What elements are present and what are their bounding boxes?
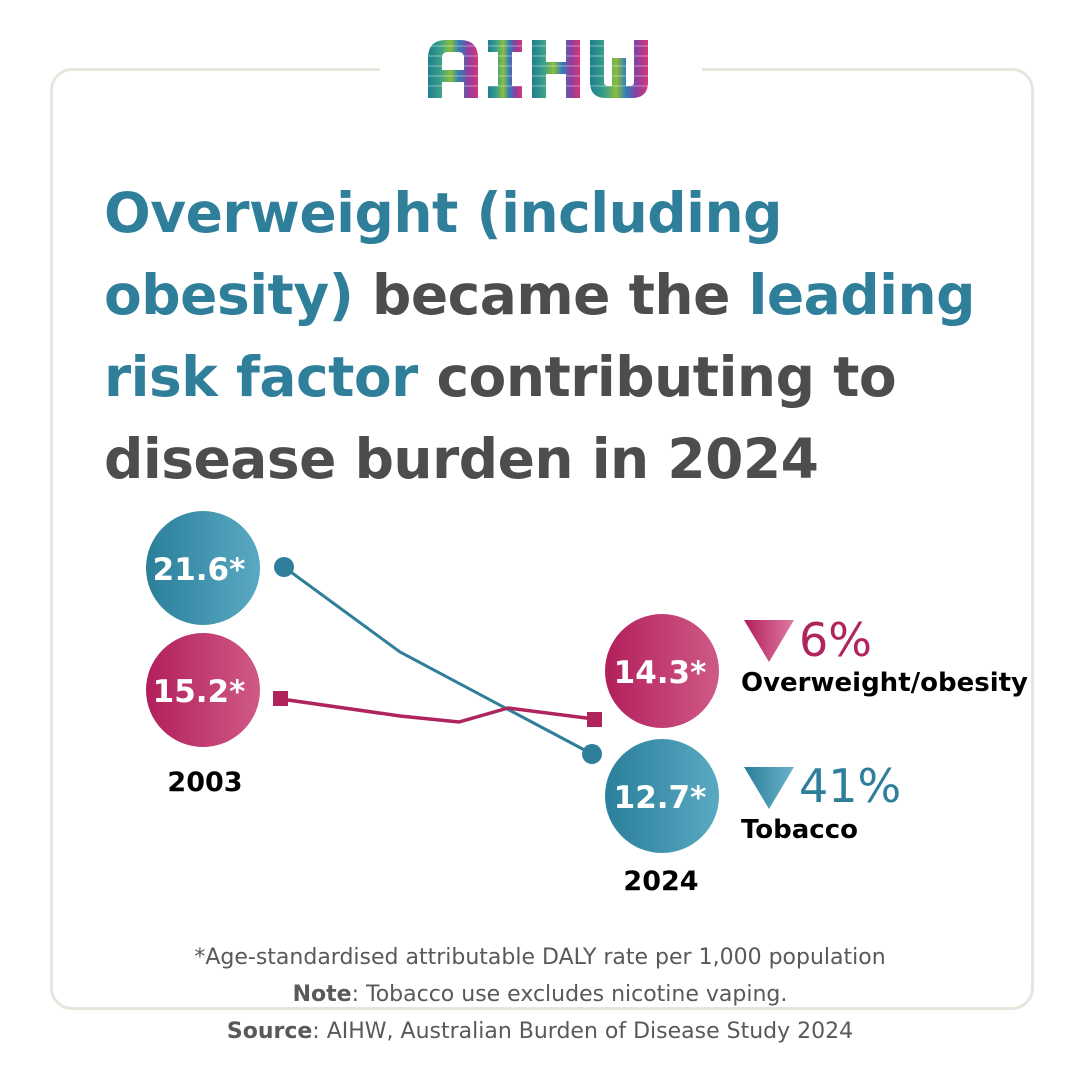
note: Note: Tobacco use excludes nicotine vapi… (0, 977, 1080, 1013)
headline-part: risk factor (104, 345, 437, 409)
footnote-text: *Age-standardised attributable DALY rate… (194, 945, 886, 970)
overweight-2024-bubble (605, 614, 719, 728)
source-label: Source (226, 1019, 313, 1044)
tobacco-2003-bubble (146, 511, 260, 625)
x-label-start: 2003 (167, 767, 242, 798)
overweight-change: 6% (799, 613, 872, 667)
tobacco-2003-value: 21.6* (153, 552, 246, 588)
note-label: Note (292, 982, 352, 1007)
headline-part: contributing to (436, 345, 897, 409)
tobacco-start-marker (274, 557, 294, 577)
overweight-end-marker (587, 712, 602, 727)
tobacco-line (283, 565, 593, 756)
tobacco-2024-bubble (605, 739, 719, 853)
headline-part: obesity) (104, 263, 372, 327)
source: Source: AIHW, Australian Burden of Disea… (0, 1014, 1080, 1050)
note-text: : Tobacco use excludes nicotine vaping. (351, 982, 788, 1007)
tobacco-change: 41% (799, 759, 901, 813)
down-triangle-icon (744, 620, 794, 662)
x-label-end: 2024 (623, 866, 698, 897)
overweight-start-marker (273, 691, 288, 706)
overweight-2024-value: 14.3* (614, 655, 707, 691)
tobacco-2024-value: 12.7* (614, 780, 707, 816)
headline-part: disease burden in 2024 (104, 427, 819, 491)
headline: Overweight (including obesity) became th… (104, 172, 1044, 500)
headline-part: Overweight (including (104, 181, 782, 245)
overweight-line (280, 697, 595, 724)
headline-part: became the (371, 263, 749, 327)
tobacco-end-marker (582, 744, 602, 764)
footnote: *Age-standardised attributable DALY rate… (0, 940, 1080, 976)
headline-part: leading (748, 263, 976, 327)
source-text: : AIHW, Australian Burden of Disease Stu… (312, 1019, 854, 1044)
down-triangle-icon (744, 767, 794, 809)
overweight-series-name: Overweight/obesity (741, 668, 1028, 698)
overweight-2003-value: 15.2* (153, 674, 246, 710)
tobacco-series-name: Tobacco (741, 815, 858, 845)
overweight-2003-bubble (146, 633, 260, 747)
aihw-logo (426, 40, 658, 98)
